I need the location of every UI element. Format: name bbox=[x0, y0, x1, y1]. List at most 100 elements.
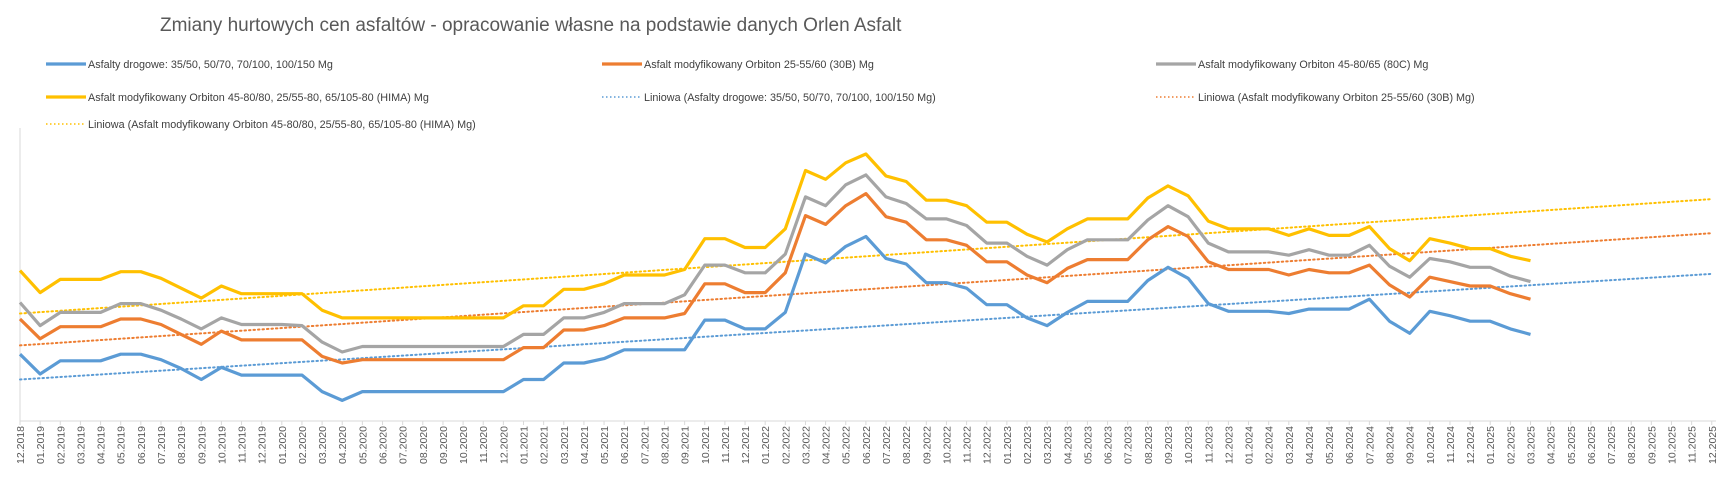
x-tick-label: 01.2022 bbox=[760, 426, 772, 464]
x-tick-label: 04.2022 bbox=[821, 426, 833, 464]
x-tick-label: 11.2021 bbox=[720, 426, 732, 463]
legend-item: Liniowa (Asfalt modyfikowany Orbiton 45-… bbox=[46, 119, 476, 131]
x-tick-label: 10.2022 bbox=[941, 426, 953, 464]
x-tick-label: 05.2023 bbox=[1082, 426, 1094, 464]
legend-item: Asfalt modyfikowany Orbiton 45-80/80, 25… bbox=[46, 92, 429, 104]
legend-label: Asfalt modyfikowany Orbiton 45-80/80, 25… bbox=[88, 92, 429, 104]
x-tick-label: 03.2025 bbox=[1526, 426, 1538, 464]
x-tick-label: 07.2023 bbox=[1123, 426, 1135, 464]
x-tick-label: 10.2023 bbox=[1183, 426, 1195, 464]
x-tick-label: 03.2024 bbox=[1284, 426, 1296, 464]
x-tick-label: 05.2022 bbox=[841, 426, 853, 464]
x-tick-label: 08.2022 bbox=[901, 426, 913, 464]
x-tick-label: 01.2024 bbox=[1244, 426, 1256, 464]
x-tick-label: 03.2022 bbox=[800, 426, 812, 464]
x-tick-label: 11.2025 bbox=[1687, 426, 1699, 463]
series-lines bbox=[18, 152, 1531, 402]
legend-label: Liniowa (Asfalty drogowe: 35/50, 50/70, … bbox=[644, 92, 936, 104]
x-tick-label: 04.2025 bbox=[1546, 426, 1558, 464]
x-tick-label: 12.2025 bbox=[1707, 426, 1718, 464]
x-tick-label: 03.2019 bbox=[75, 426, 87, 464]
x-tick-label: 12.2019 bbox=[257, 426, 269, 464]
x-tick-label: 09.2024 bbox=[1405, 426, 1417, 464]
x-tick-label: 03.2023 bbox=[1042, 426, 1054, 464]
x-tick-label: 04.2021 bbox=[579, 426, 591, 464]
x-tick-label: 06.2024 bbox=[1344, 426, 1356, 464]
legend-item: Asfalty drogowe: 35/50, 50/70, 70/100, 1… bbox=[46, 59, 333, 71]
x-tick-label: 02.2021 bbox=[539, 426, 551, 464]
x-tick-label: 06.2020 bbox=[378, 426, 390, 464]
x-tick-label: 09.2021 bbox=[680, 426, 692, 464]
x-tick-label: 01.2021 bbox=[519, 426, 531, 464]
legend-item: Asfalt modyfikowany Orbiton 45-80/65 (80… bbox=[1156, 59, 1428, 71]
x-tick-label: 12.2018 bbox=[15, 426, 27, 464]
x-tick-label: 03.2020 bbox=[317, 426, 329, 464]
x-tick-label: 01.2025 bbox=[1485, 426, 1497, 464]
x-tick-label: 02.2023 bbox=[1022, 426, 1034, 464]
legend: Asfalty drogowe: 35/50, 50/70, 70/100, 1… bbox=[46, 59, 1475, 131]
x-axis-ticks: 12.2018 01.2019 02.2019 03.2019 04.2019 05.20… bbox=[15, 421, 1718, 464]
x-tick-label: 05.2024 bbox=[1324, 426, 1336, 464]
x-tick-label: 02.2024 bbox=[1264, 426, 1276, 464]
x-tick-label: 12.2021 bbox=[740, 426, 752, 464]
x-tick-label: 08.2023 bbox=[1143, 426, 1155, 464]
x-tick-label: 07.2021 bbox=[639, 426, 651, 464]
legend-label: Asfalty drogowe: 35/50, 50/70, 70/100, 1… bbox=[88, 59, 333, 71]
x-tick-label: 10.2024 bbox=[1425, 426, 1437, 464]
x-tick-label: 02.2025 bbox=[1505, 426, 1517, 464]
legend-item: Asfalt modyfikowany Orbiton 25-55/60 (30… bbox=[602, 59, 874, 71]
x-tick-label: 05.2021 bbox=[599, 426, 611, 464]
legend-item: Liniowa (Asfalty drogowe: 35/50, 50/70, … bbox=[602, 92, 936, 104]
x-tick-label: 06.2025 bbox=[1586, 426, 1598, 464]
x-tick-label: 06.2019 bbox=[136, 426, 148, 464]
x-tick-label: 06.2022 bbox=[861, 426, 873, 464]
x-tick-label: 04.2023 bbox=[1062, 426, 1074, 464]
x-tick-label: 04.2020 bbox=[337, 426, 349, 464]
x-tick-label: 07.2020 bbox=[398, 426, 410, 464]
x-tick-label: 10.2021 bbox=[700, 426, 712, 464]
x-tick-label: 08.2021 bbox=[659, 426, 671, 464]
x-tick-label: 04.2024 bbox=[1304, 426, 1316, 464]
x-tick-label: 11.2022 bbox=[962, 426, 974, 463]
x-tick-label: 12.2022 bbox=[982, 426, 994, 464]
legend-label: Asfalt modyfikowany Orbiton 25-55/60 (30… bbox=[644, 59, 874, 71]
legend-label: Liniowa (Asfalt modyfikowany Orbiton 25-… bbox=[1198, 92, 1475, 104]
trendline-0 bbox=[19, 272, 1713, 381]
series-line-1 bbox=[18, 192, 1531, 365]
x-tick-label: 07.2019 bbox=[156, 426, 168, 464]
x-tick-label: 09.2025 bbox=[1646, 426, 1658, 464]
x-tick-label: 06.2023 bbox=[1103, 426, 1115, 464]
x-tick-label: 02.2022 bbox=[780, 426, 792, 464]
x-tick-label: 06.2021 bbox=[619, 426, 631, 464]
x-tick-label: 10.2025 bbox=[1666, 426, 1678, 464]
legend-label: Liniowa (Asfalt modyfikowany Orbiton 45-… bbox=[88, 119, 476, 131]
x-tick-label: 04.2019 bbox=[96, 426, 108, 464]
legend-item: Liniowa (Asfalt modyfikowany Orbiton 25-… bbox=[1156, 92, 1475, 104]
series-line-0 bbox=[18, 234, 1531, 402]
series-line-2 bbox=[18, 173, 1531, 354]
x-tick-label: 11.2019 bbox=[237, 426, 249, 463]
series-line-3 bbox=[18, 152, 1531, 320]
x-tick-label: 08.2020 bbox=[418, 426, 430, 464]
x-tick-label: 09.2019 bbox=[196, 426, 208, 464]
x-tick-label: 07.2022 bbox=[881, 426, 893, 464]
x-tick-label: 11.2024 bbox=[1445, 426, 1457, 463]
x-tick-label: 05.2025 bbox=[1566, 426, 1578, 464]
x-tick-label: 09.2022 bbox=[921, 426, 933, 464]
x-tick-label: 08.2025 bbox=[1626, 426, 1638, 464]
x-tick-label: 11.2023 bbox=[1203, 426, 1215, 463]
x-tick-label: 01.2020 bbox=[277, 426, 289, 464]
x-tick-label: 05.2020 bbox=[357, 426, 369, 464]
x-tick-label: 02.2019 bbox=[55, 426, 67, 464]
x-tick-label: 12.2024 bbox=[1465, 426, 1477, 464]
x-tick-label: 01.2019 bbox=[35, 426, 47, 464]
trendline-2 bbox=[19, 198, 1713, 315]
legend-label: Asfalt modyfikowany Orbiton 45-80/65 (80… bbox=[1198, 59, 1428, 71]
x-tick-label: 10.2020 bbox=[458, 426, 470, 464]
x-tick-label: 02.2020 bbox=[297, 426, 309, 464]
x-tick-label: 07.2024 bbox=[1364, 426, 1376, 464]
trendlines bbox=[19, 198, 1713, 381]
x-tick-label: 03.2021 bbox=[559, 426, 571, 464]
x-tick-label: 08.2019 bbox=[176, 426, 188, 464]
